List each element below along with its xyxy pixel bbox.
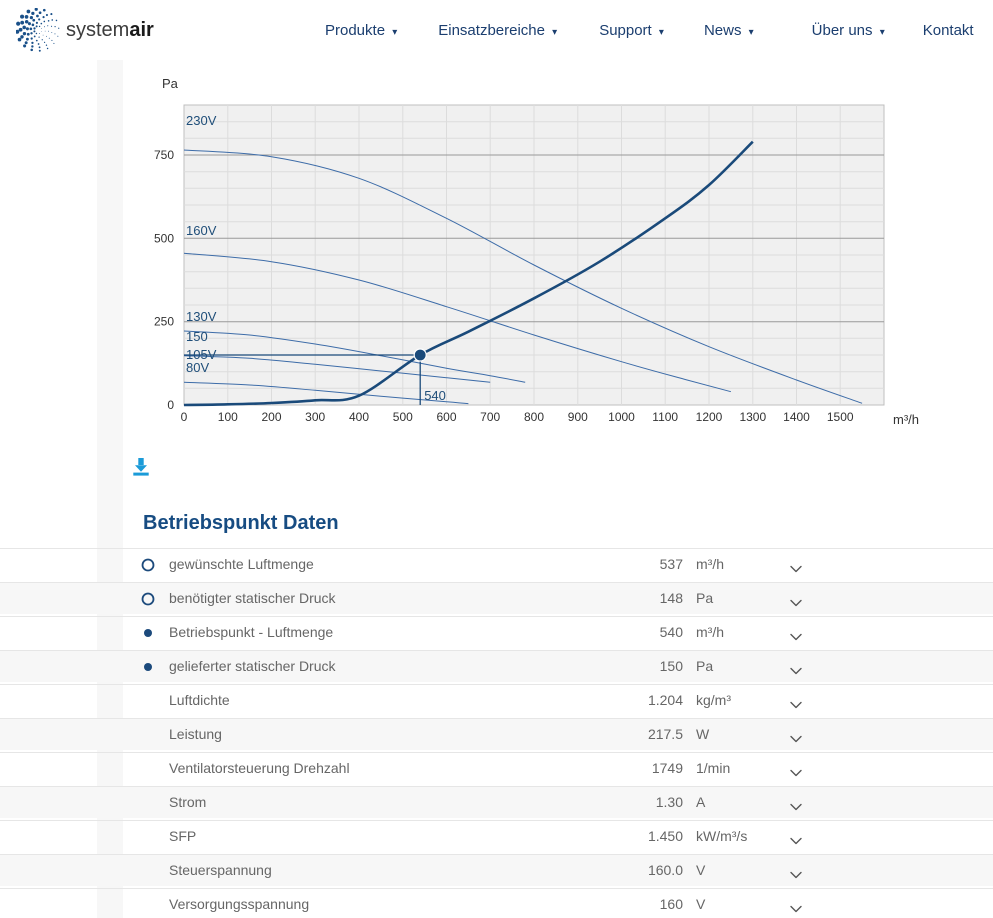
svg-text:160V: 160V: [186, 223, 217, 238]
svg-text:800: 800: [524, 410, 544, 424]
svg-text:500: 500: [393, 410, 413, 424]
svg-text:500: 500: [154, 231, 174, 245]
svg-text:150: 150: [186, 329, 208, 344]
svg-text:600: 600: [436, 410, 456, 424]
svg-text:1500: 1500: [827, 410, 854, 424]
svg-text:1200: 1200: [696, 410, 723, 424]
svg-text:80V: 80V: [186, 360, 209, 375]
svg-text:540: 540: [424, 388, 446, 403]
svg-text:750: 750: [154, 148, 174, 162]
svg-text:100: 100: [218, 410, 238, 424]
svg-text:1400: 1400: [783, 410, 810, 424]
svg-text:130V: 130V: [186, 309, 217, 324]
svg-text:300: 300: [305, 410, 325, 424]
svg-text:0: 0: [181, 410, 188, 424]
svg-text:200: 200: [261, 410, 281, 424]
svg-text:900: 900: [568, 410, 588, 424]
svg-text:1000: 1000: [608, 410, 635, 424]
svg-text:250: 250: [154, 315, 174, 329]
svg-text:1100: 1100: [652, 410, 678, 424]
svg-text:700: 700: [480, 410, 500, 424]
svg-text:400: 400: [349, 410, 369, 424]
svg-text:0: 0: [167, 398, 174, 412]
svg-text:230V: 230V: [186, 113, 217, 128]
svg-text:1300: 1300: [739, 410, 766, 424]
